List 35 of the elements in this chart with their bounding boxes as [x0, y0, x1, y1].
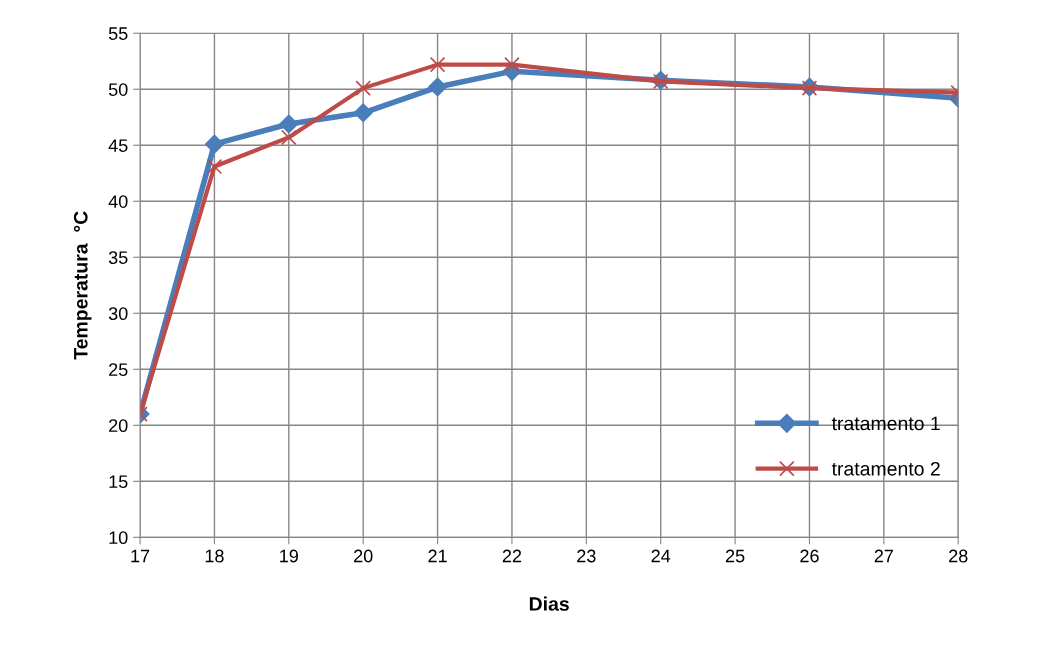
- x-axis-title: Dias: [529, 596, 569, 611]
- point: [428, 77, 448, 97]
- point: [429, 56, 446, 73]
- x-tick-label: 28: [949, 549, 968, 563]
- legend-label: tratamento 1: [831, 416, 940, 431]
- y-tick-label: 35: [108, 251, 128, 264]
- y-tick-label: 10: [109, 531, 128, 545]
- legend-label: tratamento 2: [831, 461, 940, 476]
- x-tick-label: 25: [725, 549, 745, 563]
- point: [281, 129, 297, 146]
- x-tick-label: 23: [577, 549, 596, 563]
- point: [279, 114, 299, 134]
- y-tick-label: 40: [108, 195, 128, 208]
- x-tick-label: 21: [428, 549, 447, 563]
- x-tick-label: 26: [800, 549, 819, 563]
- y-tick-label: 15: [109, 475, 128, 489]
- y-tick-label: 20: [109, 419, 128, 433]
- y-tick-label: 45: [108, 139, 128, 152]
- y-tick-label: 55: [108, 27, 128, 40]
- y-tick-label: 50: [108, 83, 128, 96]
- point: [504, 56, 520, 73]
- x-tick-label: 19: [280, 549, 298, 563]
- y-tick-label: 30: [108, 307, 128, 321]
- y-tick-label: 25: [109, 363, 128, 377]
- x-tick-label: 24: [651, 549, 671, 563]
- y-axis-title: Temperatura °C: [73, 211, 92, 360]
- x-tick-label: 17: [131, 549, 150, 563]
- point: [353, 103, 373, 123]
- x-tick-label: 20: [354, 549, 373, 563]
- x-tick-label: 18: [205, 549, 224, 563]
- point: [204, 134, 224, 154]
- x-tick-label: 22: [502, 549, 522, 563]
- point: [206, 158, 223, 175]
- point: [355, 80, 371, 96]
- x-tick-label: 27: [874, 549, 893, 563]
